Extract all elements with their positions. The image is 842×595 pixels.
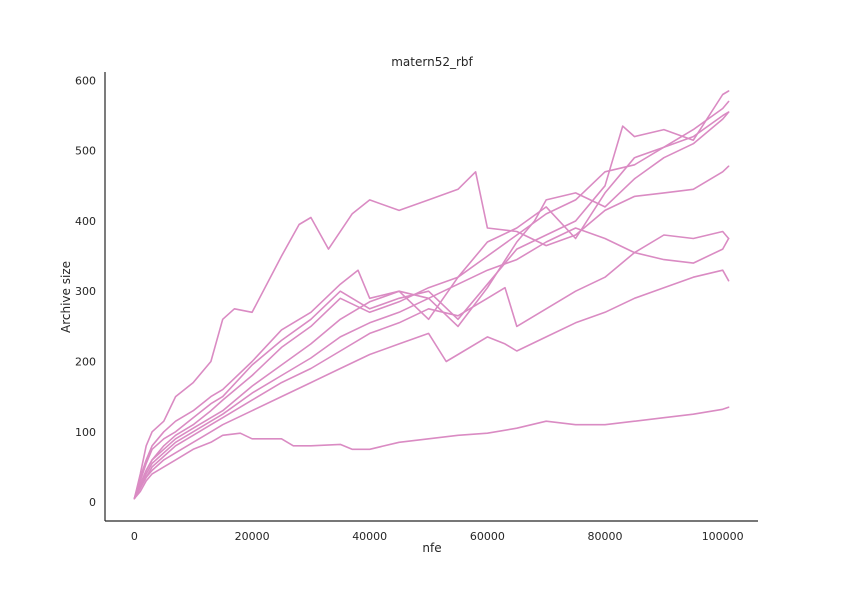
x-tick-label: 80000 — [588, 530, 623, 543]
series-line-1 — [133, 165, 730, 500]
y-tick-label: 400 — [75, 215, 96, 228]
series-line-2 — [133, 111, 730, 500]
x-tick-label: 100000 — [702, 530, 744, 543]
y-tick-label: 200 — [75, 356, 96, 369]
x-tick-label: 0 — [131, 530, 138, 543]
y-tick-label: 600 — [75, 74, 96, 87]
x-tick-label: 40000 — [352, 530, 387, 543]
y-tick-label: 300 — [75, 285, 96, 298]
series-line-9 — [133, 406, 730, 500]
y-axis-label: Archive size — [59, 261, 73, 333]
y-tick-label: 100 — [75, 426, 96, 439]
y-tick-group: 0 100 200 300 400 500 600 — [75, 74, 96, 509]
series-line-7 — [133, 230, 730, 500]
series-line-8 — [133, 269, 730, 500]
y-tick-label: 500 — [75, 145, 96, 158]
series-line-5 — [133, 111, 730, 500]
x-tick-label: 60000 — [470, 530, 505, 543]
series-line-4 — [133, 100, 730, 500]
chart-title: matern52_rbf — [391, 55, 473, 69]
series-line-6 — [133, 227, 730, 500]
x-tick-label: 20000 — [235, 530, 270, 543]
x-tick-group: 0 20000 40000 60000 80000 100000 — [131, 530, 744, 543]
x-axis-label: nfe — [422, 541, 441, 555]
series-group — [133, 90, 730, 500]
series-line-3 — [133, 90, 730, 500]
y-tick-label: 0 — [89, 496, 96, 509]
